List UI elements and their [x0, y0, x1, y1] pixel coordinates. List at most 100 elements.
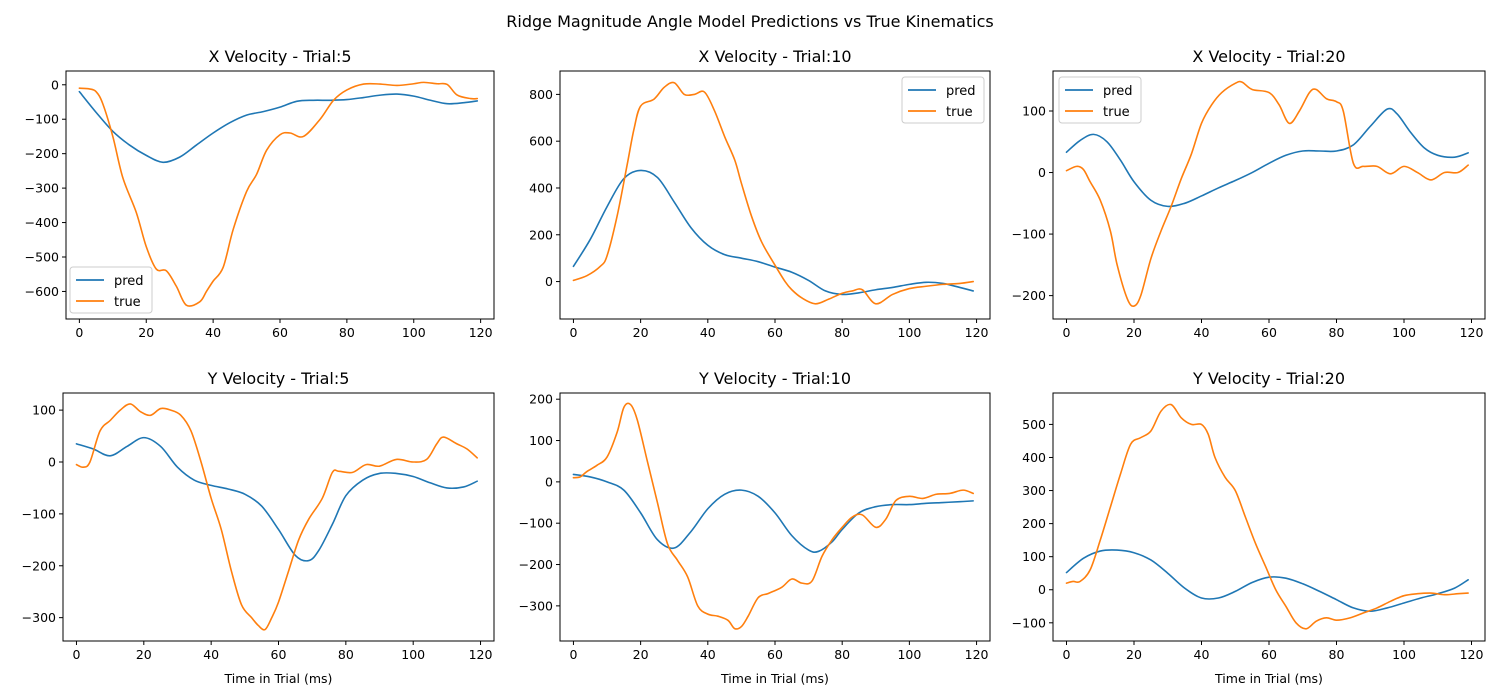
x-tick-label: 20	[1126, 647, 1142, 662]
x-tick-label: 20	[1126, 325, 1142, 340]
x-tick-label: 40	[1194, 647, 1210, 662]
series-line-pred	[75, 436, 478, 562]
y-tick-label: −200	[1012, 288, 1046, 303]
x-tick-label: 20	[633, 647, 649, 662]
x-tick-label: 0	[75, 325, 83, 340]
series-line-pred	[78, 90, 479, 164]
x-tick-label: 100	[897, 647, 921, 662]
series-line-pred	[1065, 549, 1469, 613]
x-tick-label: 100	[401, 647, 425, 662]
series-line-pred	[1065, 107, 1469, 208]
x-axis-label: Time in Trial (ms)	[1214, 671, 1323, 686]
legend-label-pred: pred	[946, 84, 976, 99]
subplot-4: 0 20 40 60 80 100 120 −300 −200 −100 0 100 Y Velocit…	[22, 369, 495, 686]
y-tick-label: 100	[529, 433, 553, 448]
y-tick-label: 200	[529, 392, 553, 407]
series-line-true	[1065, 403, 1469, 630]
x-tick-label: 0	[1063, 325, 1071, 340]
y-tick-label: −300	[519, 598, 553, 613]
x-tick-label: 0	[569, 325, 577, 340]
y-tick-label: −200	[25, 146, 59, 161]
legend: pred true	[901, 76, 985, 124]
y-tick-label: 600	[529, 134, 553, 149]
legend-label-true: true	[1103, 105, 1130, 120]
x-tick-label: 60	[271, 647, 287, 662]
x-tick-label: 120	[469, 647, 493, 662]
x-tick-label: 20	[136, 647, 152, 662]
x-tick-label: 20	[138, 325, 154, 340]
x-tick-label: 60	[1261, 325, 1277, 340]
legend-label-pred: pred	[1103, 84, 1133, 99]
y-tick-label: 0	[545, 474, 553, 489]
x-tick-label: 0	[1063, 647, 1071, 662]
x-tick-label: 80	[338, 647, 354, 662]
x-axis-label: Time in Trial (ms)	[224, 671, 333, 686]
x-tick-label: 80	[339, 325, 355, 340]
legend-label-pred: pred	[114, 274, 144, 289]
x-tick-label: 60	[767, 325, 783, 340]
y-tick-label: 300	[1022, 483, 1046, 498]
axes-frame	[559, 392, 991, 642]
legend: pred true	[69, 266, 153, 314]
series-line-true	[75, 403, 478, 631]
y-tick-label: 400	[529, 180, 553, 195]
series-line-true	[1065, 80, 1469, 307]
x-tick-label: 20	[633, 325, 649, 340]
series-line-true	[78, 81, 479, 307]
x-tick-label: 60	[767, 647, 783, 662]
x-tick-label: 120	[965, 325, 989, 340]
y-tick-label: 100	[1022, 549, 1046, 564]
y-tick-label: −100	[519, 516, 553, 531]
subplot-2: 0 20 40 60 80 100 120 0 200 400 600 800 X Velocity -…	[529, 47, 991, 340]
x-tick-label: 80	[1329, 647, 1345, 662]
axes-frame	[62, 392, 495, 642]
y-tick-label: 0	[51, 77, 59, 92]
x-tick-label: 100	[402, 325, 426, 340]
subplot-6: 0 20 40 60 80 100 120 −100 0 100 200 300 400 500 Y Vel…	[1012, 369, 1486, 686]
subplot-title: X Velocity - Trial:10	[698, 47, 851, 66]
x-tick-label: 120	[1460, 647, 1484, 662]
x-tick-label: 80	[834, 647, 850, 662]
y-tick-label: −100	[25, 112, 59, 127]
y-tick-label: 200	[1022, 516, 1046, 531]
y-tick-label: −300	[22, 610, 56, 625]
y-tick-label: −300	[25, 181, 59, 196]
x-tick-label: 40	[700, 647, 716, 662]
legend-label-true: true	[946, 105, 973, 120]
y-tick-label: 200	[529, 227, 553, 242]
subplot-title: Y Velocity - Trial:5	[207, 369, 350, 388]
y-tick-label: 0	[1038, 165, 1046, 180]
x-tick-label: 120	[469, 325, 493, 340]
x-tick-label: 80	[1329, 325, 1345, 340]
y-tick-label: −400	[25, 215, 59, 230]
subplot-1: 0 20 40 60 80 100 120 −600 −500 −400 −300 −200 −100 0…	[25, 47, 495, 340]
x-tick-label: 0	[569, 647, 577, 662]
y-tick-label: 0	[1038, 582, 1046, 597]
y-tick-label: −200	[22, 558, 56, 573]
y-tick-label: 0	[48, 455, 56, 470]
legend: pred true	[1058, 76, 1142, 124]
x-tick-label: 40	[205, 325, 221, 340]
y-tick-label: −600	[25, 284, 59, 299]
y-tick-label: −100	[22, 506, 56, 521]
y-tick-label: 400	[1022, 450, 1046, 465]
y-tick-label: −100	[1012, 227, 1046, 242]
subplot-title: Y Velocity - Trial:10	[698, 369, 851, 388]
axes-frame	[1052, 392, 1486, 642]
y-tick-label: −100	[1012, 615, 1046, 630]
x-tick-label: 80	[834, 325, 850, 340]
y-tick-label: −200	[519, 557, 553, 572]
y-tick-label: 500	[1022, 417, 1046, 432]
x-tick-label: 0	[72, 647, 80, 662]
x-tick-label: 60	[272, 325, 288, 340]
y-tick-label: −500	[25, 250, 59, 265]
subplot-title: Y Velocity - Trial:20	[1192, 369, 1345, 388]
series-line-true	[572, 402, 974, 630]
x-tick-label: 120	[965, 647, 989, 662]
legend-label-true: true	[114, 295, 141, 310]
series-line-true	[572, 81, 974, 305]
subplot-5: 0 20 40 60 80 100 120 −300 −200 −100 0 100 200 Y Velo…	[519, 369, 991, 686]
series-line-pred	[572, 169, 974, 296]
y-tick-label: 100	[1022, 104, 1046, 119]
